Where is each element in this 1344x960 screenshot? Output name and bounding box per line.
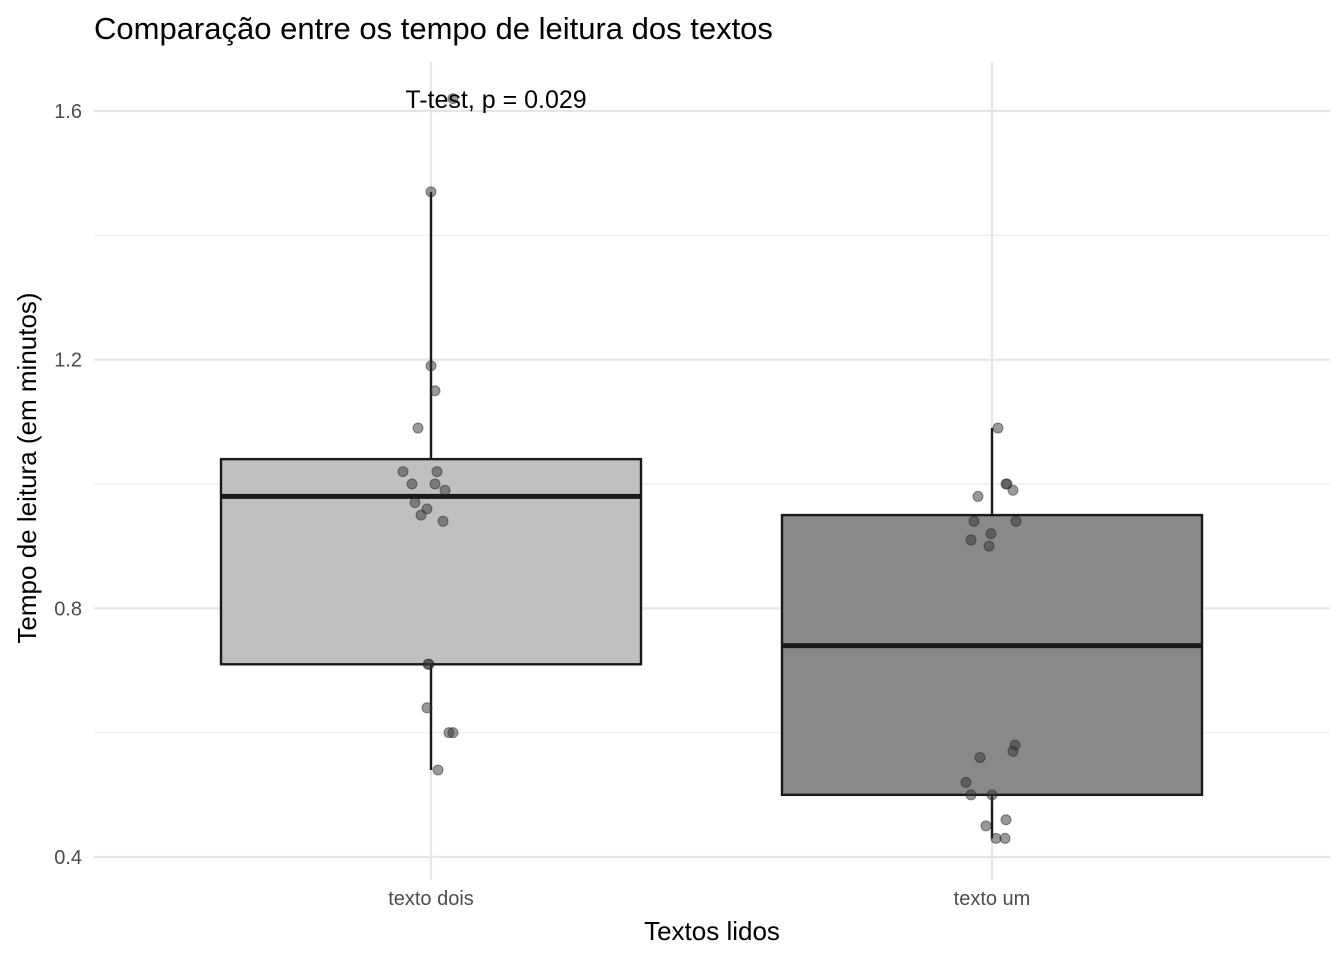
x-tick-label: texto dois — [388, 888, 474, 910]
y-tick-label: 1.6 — [54, 101, 82, 123]
x-tick-label: texto um — [954, 888, 1031, 910]
box-texto-um — [780, 428, 1204, 839]
data-point — [1007, 745, 1019, 757]
data-point — [983, 540, 995, 552]
data-point — [974, 752, 986, 764]
data-point — [992, 422, 1004, 434]
data-point — [437, 515, 449, 527]
data-point — [425, 360, 437, 372]
data-point — [439, 484, 451, 496]
x-axis-title: Textos lidos — [644, 916, 780, 946]
t-test-annotation: T-test, p = 0.029 — [405, 86, 586, 114]
y-tick-label: 0.8 — [54, 598, 82, 620]
data-point — [421, 702, 433, 714]
data-point — [429, 385, 441, 397]
data-point — [415, 509, 427, 521]
data-point — [980, 820, 992, 832]
data-point — [412, 422, 424, 434]
data-point — [960, 776, 972, 788]
data-point — [447, 93, 459, 105]
data-point — [968, 515, 980, 527]
points-layer — [397, 93, 1022, 844]
y-tick-label: 0.4 — [54, 847, 82, 869]
data-point — [1007, 484, 1019, 496]
data-point — [431, 466, 443, 478]
data-point — [965, 789, 977, 801]
box-texto-dois — [219, 191, 643, 770]
y-tick-label: 1.2 — [54, 350, 82, 372]
x-axis-ticks: texto dois texto um — [388, 888, 1030, 910]
y-axis-title: Tempo de leitura (em minutos) — [12, 292, 42, 643]
data-point — [1000, 814, 1012, 826]
y-axis-ticks: 0.4 0.8 1.2 1.6 — [54, 101, 82, 869]
data-point — [999, 832, 1011, 844]
data-point — [1010, 515, 1022, 527]
data-point — [972, 490, 984, 502]
data-point — [429, 478, 441, 490]
data-point — [965, 534, 977, 546]
data-point — [986, 789, 998, 801]
data-point — [409, 497, 421, 509]
data-point — [447, 727, 459, 739]
data-point — [432, 764, 444, 776]
box-iqr — [780, 513, 1204, 797]
boxes-layer — [219, 191, 1204, 839]
data-point — [397, 466, 409, 478]
data-point — [985, 528, 997, 540]
data-point — [425, 186, 437, 198]
data-point — [422, 658, 434, 670]
box-iqr — [219, 457, 643, 666]
data-point — [406, 478, 418, 490]
chart-title: Comparação entre os tempo de leitura dos… — [94, 11, 773, 46]
